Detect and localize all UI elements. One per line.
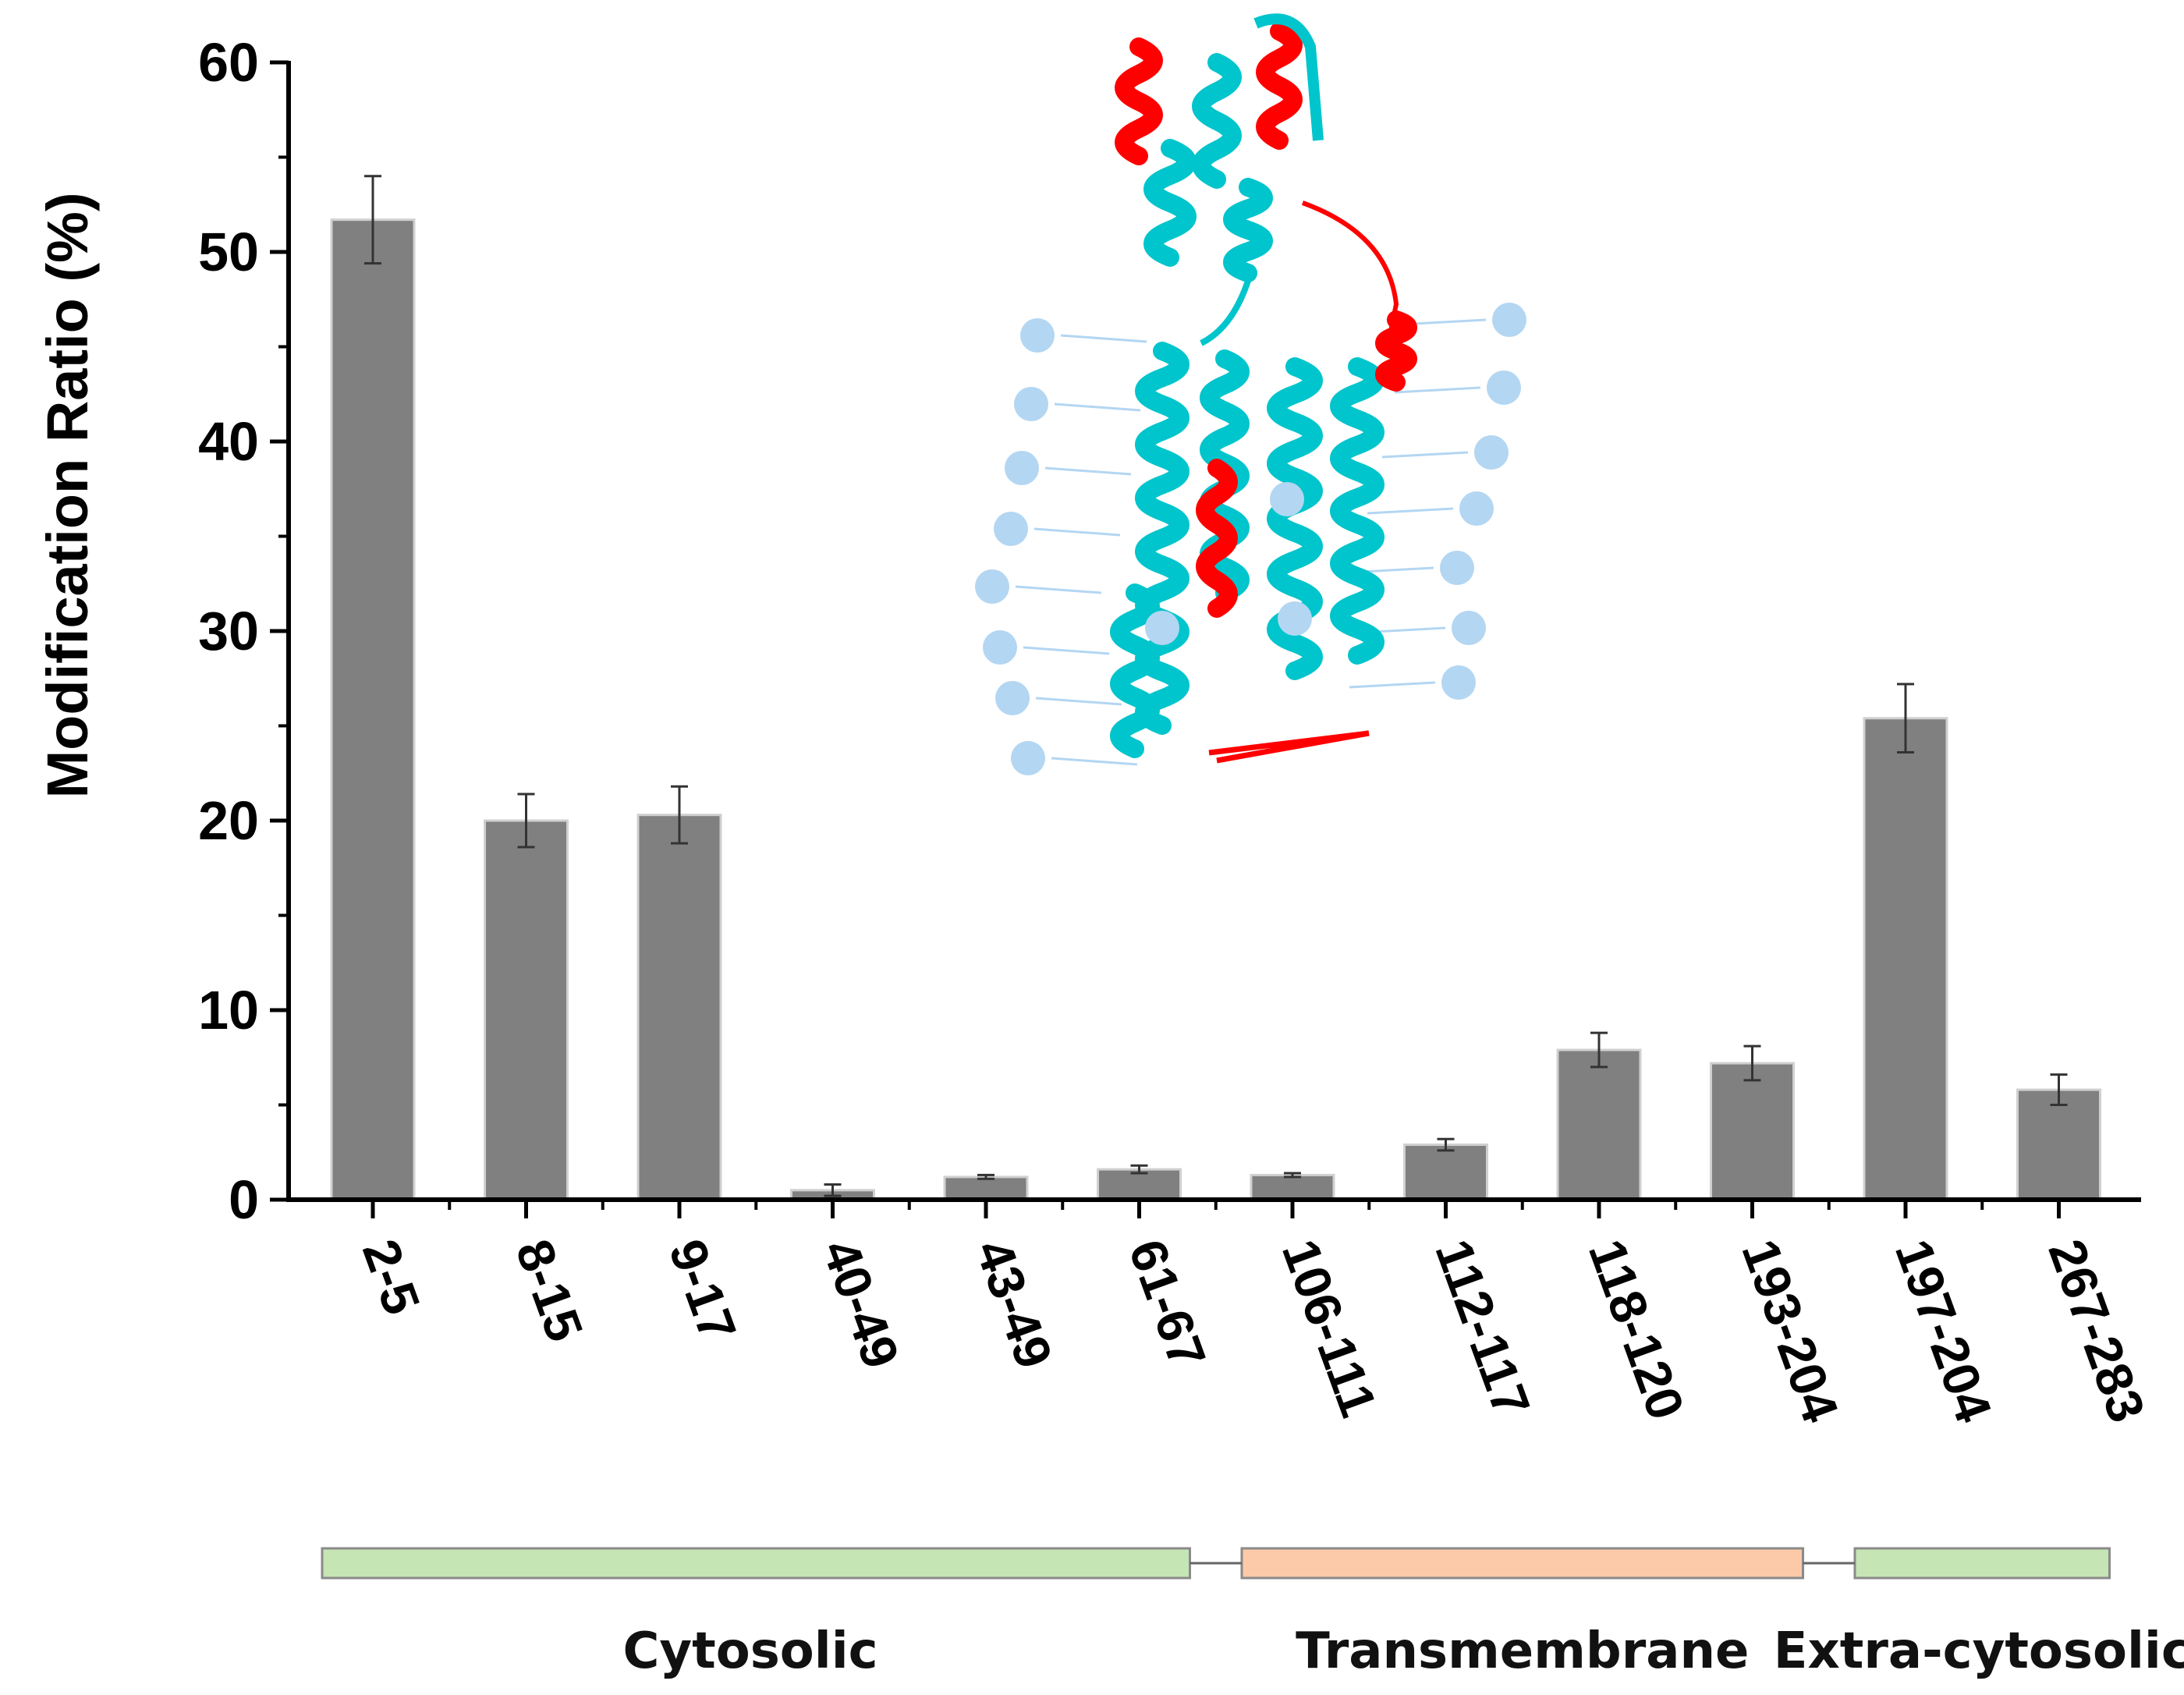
lipid-tail [1023, 646, 1110, 655]
error-bar-197-204 [1897, 683, 1914, 754]
bar-197-204 [1863, 717, 1948, 1201]
bar-8-15 [484, 819, 569, 1201]
region-bar-1 [1240, 1547, 1804, 1580]
x-tick-label-197-204: 197-204 [1884, 1232, 2003, 1429]
region-bar-0 [321, 1547, 1191, 1580]
x-tick-label-9-17: 9-17 [658, 1232, 748, 1348]
lipid-head [1014, 387, 1048, 421]
y-tick-label-10: 10 [198, 980, 259, 1041]
y-tick-label-40: 40 [198, 411, 259, 472]
bars-group [330, 175, 2101, 1201]
bar-267-283 [2016, 1088, 2101, 1201]
y-axis-label: Modification Ratio (%) [35, 193, 100, 799]
lipid-tail [1349, 681, 1436, 689]
lipid-head [983, 630, 1017, 665]
x-tick-label-61-67: 61-67 [1118, 1232, 1217, 1375]
lipid-head [1452, 611, 1486, 645]
lipid-tail [1054, 402, 1141, 412]
ligand-lipid [1278, 601, 1312, 636]
lipid-head [1487, 371, 1521, 405]
region-bar-2 [1853, 1547, 2111, 1580]
x-tick-label-43-49: 43-49 [965, 1232, 1064, 1375]
bar-2-5 [330, 218, 416, 1201]
loop-cyan [1200, 279, 1251, 346]
lipid-head [994, 512, 1028, 546]
error-bar-112-117 [1437, 1137, 1455, 1152]
helix-red [1196, 459, 1238, 618]
regions-group: Cytosolic Transmembrane Extra-cytosolic [321, 1547, 2184, 1680]
x-tick-label-8-15: 8-15 [505, 1232, 594, 1348]
helix-cyan [1192, 53, 1242, 189]
lipid-tail [1035, 697, 1122, 706]
loop-cyan [1253, 13, 1324, 141]
lipid-head [1440, 551, 1474, 585]
lipid-head [1005, 451, 1039, 485]
x-tick-label-193-204: 193-204 [1731, 1232, 1849, 1429]
region-label-1: Transmembrane [1296, 1622, 1749, 1680]
error-bar-2-5 [364, 175, 381, 265]
y-tick-label-0: 0 [229, 1169, 259, 1230]
bar-106-111 [1250, 1173, 1335, 1201]
bar-112-117 [1403, 1144, 1488, 1201]
error-bar-9-17 [671, 785, 688, 845]
bar-43-49 [943, 1176, 1029, 1201]
lipid-head [1474, 435, 1509, 470]
lipid-tail [1060, 334, 1147, 343]
error-bar-193-204 [1743, 1044, 1761, 1082]
lipid-head [1020, 318, 1055, 353]
x-tick-label-40-49: 40-49 [811, 1232, 910, 1375]
bar-118-120 [1556, 1048, 1642, 1201]
lipid-tail [1394, 386, 1481, 394]
y-tick-label-20: 20 [198, 790, 259, 851]
axes-group: 0 10 20 30 40 50 60 2-5 8-15 9-17 40-49 43-49 61-67 1… [198, 32, 2157, 1430]
lipid-tail [1044, 466, 1132, 476]
lipid-head [1492, 303, 1526, 337]
lipid-head [1441, 665, 1476, 700]
lipid-head [1011, 741, 1045, 775]
error-bar-61-67 [1130, 1164, 1148, 1175]
helix-red [1375, 310, 1417, 392]
error-bar-267-283 [2050, 1073, 2068, 1106]
y-tick-label-30: 30 [198, 601, 259, 661]
lipid-tail [1034, 527, 1121, 537]
lipid-head [995, 681, 1030, 715]
lipid-tail [1367, 507, 1454, 515]
lipid-head [975, 569, 1009, 604]
lipid-head [1459, 491, 1494, 526]
lipid-tail [1051, 757, 1138, 766]
region-label-2: Extra-cytosolic [1774, 1622, 2184, 1680]
y-tick-label-50: 50 [198, 222, 259, 282]
error-bar-118-120 [1590, 1031, 1608, 1069]
x-tick-label-267-283: 267-283 [2037, 1232, 2156, 1429]
helix-cyan [1330, 357, 1384, 665]
region-label-0: Cytosolic [622, 1622, 878, 1680]
error-bar-43-49 [977, 1173, 994, 1180]
loop-red [1301, 200, 1399, 344]
beta-strand-red [1208, 730, 1370, 764]
helix-red [1115, 37, 1163, 165]
error-bar-106-111 [1284, 1172, 1301, 1179]
x-tick-label-112-117: 112-117 [1424, 1232, 1541, 1424]
helix-cyan [1143, 139, 1197, 267]
x-tick-label-106-111: 106-111 [1271, 1232, 1388, 1424]
x-tick-label-2-5: 2-5 [352, 1232, 431, 1321]
helix-red [1256, 22, 1303, 150]
bar-9-17 [636, 814, 722, 1201]
helix-cyan [1110, 583, 1160, 758]
lipid-tail [1381, 451, 1469, 459]
ligand-lipid [1270, 482, 1304, 516]
bar-193-204 [1710, 1062, 1795, 1201]
error-bar-8-15 [517, 793, 535, 849]
error-bar-40-49 [824, 1183, 842, 1197]
x-tick-label-118-120: 118-120 [1578, 1232, 1696, 1426]
helix-cyan [1223, 178, 1273, 282]
ligand-lipid [1145, 611, 1179, 645]
protein-structure-inset [975, 13, 1526, 775]
y-tick-label-60: 60 [198, 32, 259, 93]
lipid-tail [1015, 585, 1102, 594]
